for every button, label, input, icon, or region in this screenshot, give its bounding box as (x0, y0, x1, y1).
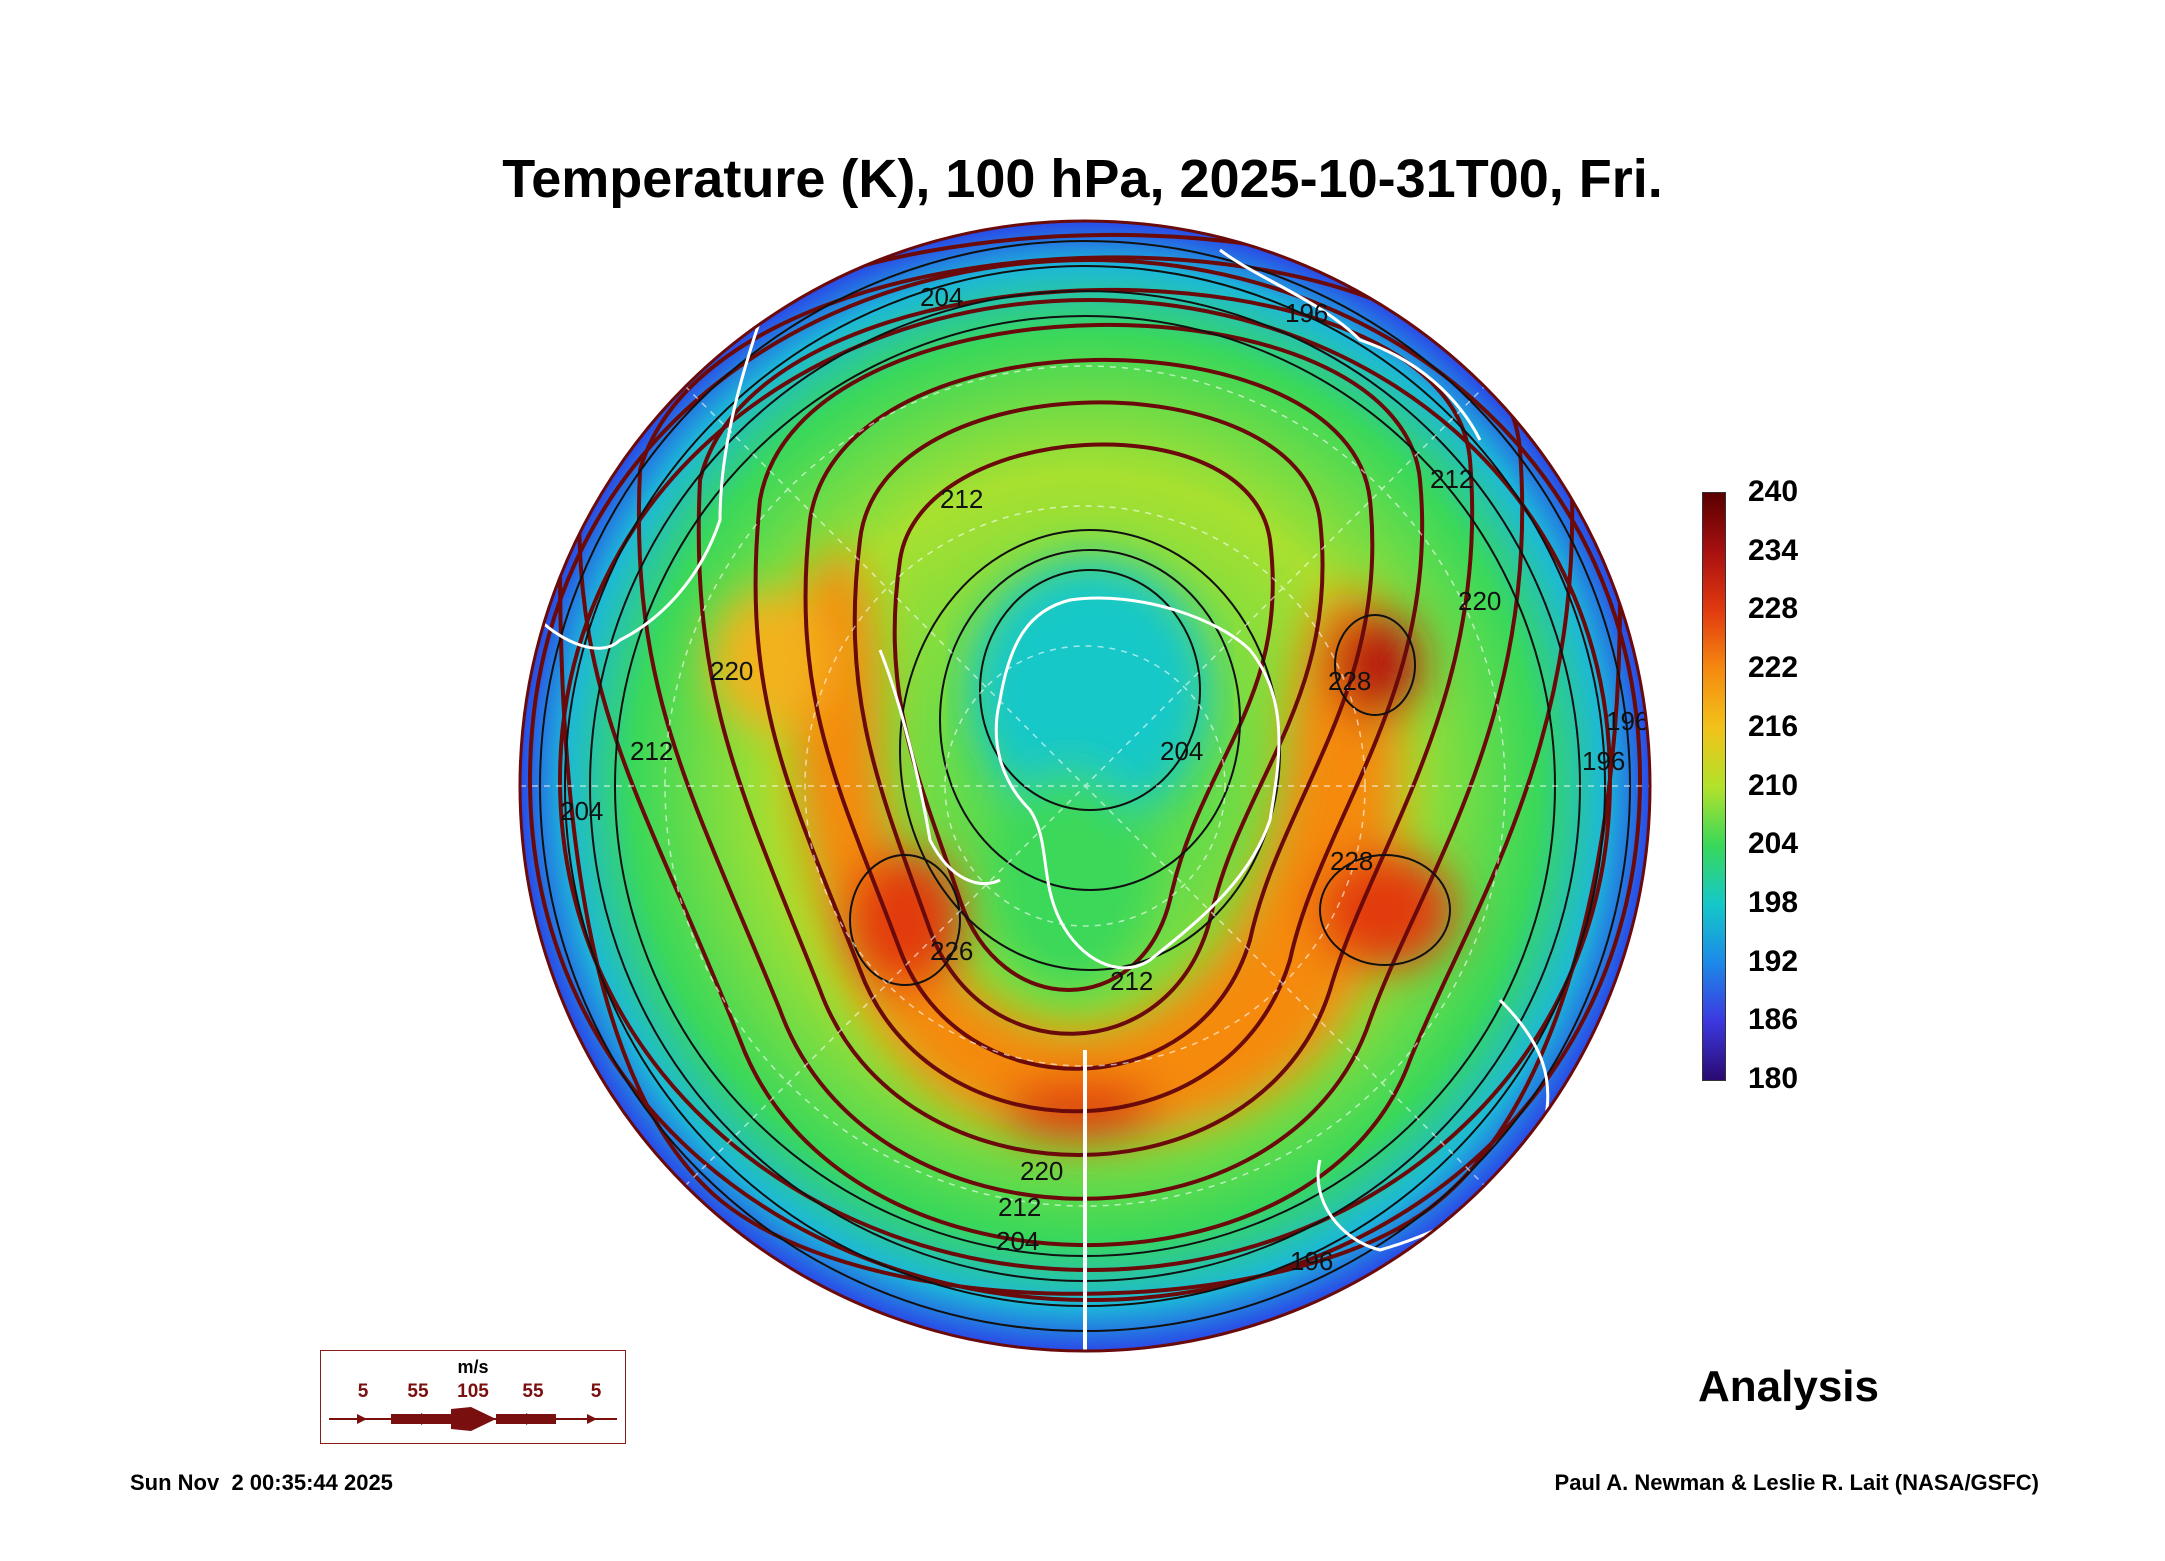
antarctica-coast (994, 596, 1281, 970)
warm-core-west (845, 850, 965, 990)
footer-timestamp: Sun Nov 2 00:35:44 2025 (130, 1470, 393, 1495)
colorbar-tick-label: 180 (1748, 1062, 1799, 1095)
contour-label: 196 (1285, 298, 1328, 328)
contour-label: 228 (1330, 846, 1373, 876)
contour-label: 212 (998, 1192, 1041, 1222)
contour-label: 220 (1458, 586, 1501, 616)
contour-label: 212 (1430, 464, 1473, 494)
streamline (557, 297, 1613, 1273)
streamlines (527, 221, 1643, 1303)
latitude-circle (944, 645, 1226, 927)
map-border (518, 219, 1652, 1353)
streamline (803, 357, 1375, 1071)
streamline (852, 400, 1325, 1036)
isotherm (1334, 614, 1416, 716)
warm-core-east (1315, 850, 1455, 970)
wind-legend-value: 105 (457, 1381, 489, 1402)
peninsula-coast (878, 649, 1001, 886)
south-america-coast (538, 319, 762, 650)
contour-label: 220 (710, 656, 753, 686)
contour-label: 204 (996, 1226, 1039, 1256)
africa-coast (1219, 248, 1482, 441)
colorbar-tick-label: 186 (1748, 1003, 1799, 1037)
colorbar-tick-label: 192 (1748, 944, 1799, 978)
contour-label: 196 (1290, 1246, 1333, 1276)
streamline (527, 257, 1643, 1303)
warm-band (793, 550, 1400, 1138)
colorbar-tick-label: 234 (1748, 533, 1799, 567)
wind-legend-arrow (329, 1407, 617, 1431)
contour-label: 212 (1110, 966, 1153, 996)
wind-legend-value: 55 (407, 1381, 429, 1402)
contour-label: 228 (1328, 666, 1371, 696)
isotherm (979, 569, 1201, 811)
contour-label: 212 (630, 736, 673, 766)
colorbar-tick-label: 222 (1748, 651, 1799, 685)
colorbar-tick-label: 216 (1748, 709, 1799, 743)
footer-credit: Paul A. Newman & Leslie R. Lait (NASA/GS… (1554, 1470, 2039, 1495)
isotherm (849, 854, 961, 986)
streamline (636, 255, 1525, 1201)
chart-title: Temperature (K), 100 hPa, 2025-10-31T00,… (502, 149, 1663, 209)
contour-label: 220 (1020, 1156, 1063, 1186)
wind-legend-value: 5 (590, 1381, 602, 1402)
contour-label: 212 (940, 484, 983, 514)
warm-patch-west (710, 590, 830, 730)
colorbar-tick-label: 210 (1748, 768, 1799, 802)
wind-legend-value: 5 (357, 1381, 369, 1402)
colorbar-tick-label: 198 (1748, 885, 1799, 919)
streamline (577, 232, 1575, 1248)
analysis-stamp: Analysis (1698, 1362, 1879, 1411)
contour-label: 204 (920, 282, 963, 312)
temperature-field: 204 196 212 220 228 204 212 220 204 196 … (520, 221, 1650, 1351)
contour-labels: 204 196 212 220 228 204 212 220 204 196 … (560, 282, 1649, 1276)
contour-label: 226 (930, 936, 973, 966)
isotherm (1319, 854, 1451, 966)
graticule (520, 365, 1650, 1207)
cold-tongue (990, 770, 1150, 990)
contour-label: 204 (560, 796, 603, 826)
contour-label: 196 (1582, 746, 1625, 776)
streamline (753, 322, 1425, 1114)
meridian (684, 385, 1486, 1187)
wind-legend: m/s 5 55 105 55 5 (320, 1350, 626, 1444)
contour-label: 196 (1606, 706, 1649, 736)
wind-legend-units: m/s (457, 1357, 489, 1377)
colorbar-tick-label: 240 (1748, 475, 1799, 508)
streamline (696, 287, 1475, 1157)
contour-label: 204 (1160, 736, 1203, 766)
warm-core-ne (1330, 610, 1420, 720)
isotherm (939, 549, 1241, 891)
colorbar-tick-label: 228 (1748, 592, 1799, 626)
colorbar (1702, 492, 1726, 1081)
colorbar-tick-label: 204 (1748, 827, 1799, 861)
wind-legend-value: 55 (522, 1381, 544, 1402)
